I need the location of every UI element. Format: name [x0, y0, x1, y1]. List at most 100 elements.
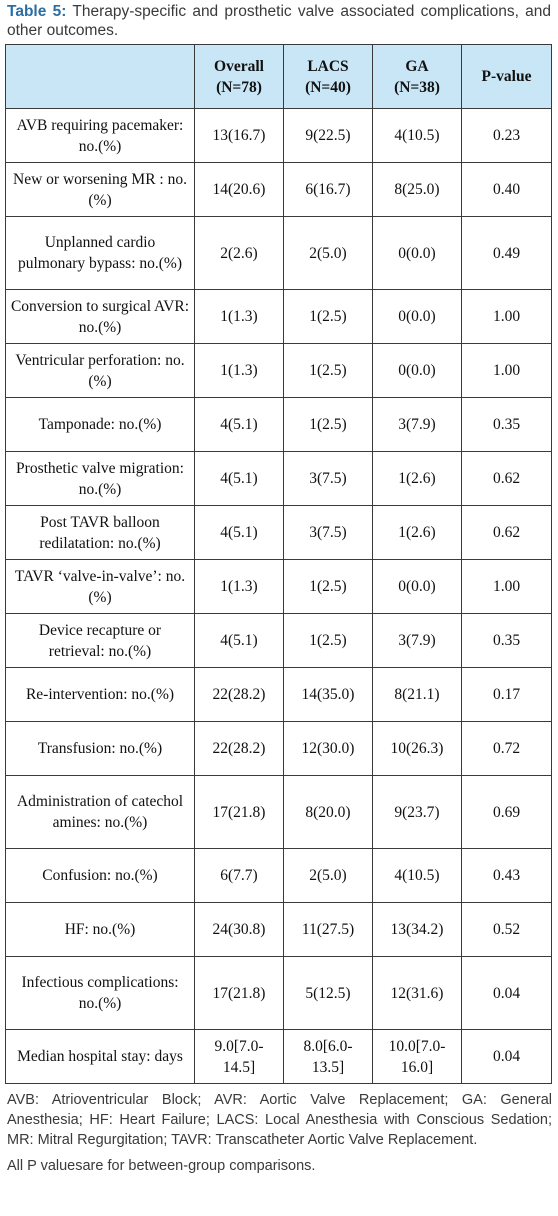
overall-cell: 17(21.8)	[194, 775, 284, 849]
header-cell-pvalue: P-value	[461, 44, 552, 109]
row-label-cell: Post TAVR balloon redilatation: no.(%)	[5, 505, 195, 560]
table-row: Confusion: no.(%) 6(7.7) 2(5.0) 4(10.5) 0.43	[5, 848, 552, 903]
table-row: Transfusion: no.(%) 22(28.2) 12(30.0) 10(26…	[5, 721, 552, 776]
table-body: AVB requiring pacemaker: no.(%) 13(16.7) 9…	[5, 108, 552, 1084]
pvalue-cell: 0.62	[461, 451, 552, 506]
lacs-cell: 1(2.5)	[283, 289, 373, 344]
header-overall-name: Overall	[214, 57, 264, 75]
pvalue-cell: 0.40	[461, 162, 552, 217]
header-lacs-n: (N=40)	[305, 78, 351, 96]
overall-cell: 22(28.2)	[194, 667, 284, 722]
lacs-cell: 1(2.5)	[283, 343, 373, 398]
pvalue-footnote: All P valuesare for between-group compar…	[7, 1158, 316, 1174]
pvalue-cell: 1.00	[461, 289, 552, 344]
ga-cell: 4(10.5)	[372, 108, 462, 163]
overall-cell: 4(5.1)	[194, 397, 284, 452]
ga-cell: 8(21.1)	[372, 667, 462, 722]
row-label-cell: New or worsening MR : no.(%)	[5, 162, 195, 217]
pvalue-cell: 0.69	[461, 775, 552, 849]
table-row: Median hospital stay: days 9.0[7.0-14.5] 8…	[5, 1029, 552, 1084]
ga-cell: 10(26.3)	[372, 721, 462, 776]
ga-cell: 1(2.6)	[372, 505, 462, 560]
ga-cell: 3(7.9)	[372, 397, 462, 452]
overall-cell: 24(30.8)	[194, 902, 284, 957]
row-label-cell: Conversion to surgical AVR: no.(%)	[5, 289, 195, 344]
overall-cell: 1(1.3)	[194, 343, 284, 398]
table-row: Infectious complications: no.(%) 17(21.8)…	[5, 956, 552, 1030]
pvalue-cell: 0.72	[461, 721, 552, 776]
row-label-cell: TAVR ‘valve-in-valve’: no.(%)	[5, 559, 195, 614]
table-caption: Table 5: Therapy-specific and prosthetic…	[7, 2, 551, 40]
lacs-cell: 11(27.5)	[283, 902, 373, 957]
table-row: Unplanned cardio pulmonary bypass: no.(%…	[5, 216, 552, 290]
overall-cell: 2(2.6)	[194, 216, 284, 290]
lacs-cell: 3(7.5)	[283, 451, 373, 506]
table-row: AVB requiring pacemaker: no.(%) 13(16.7) 9…	[5, 108, 552, 163]
overall-cell: 14(20.6)	[194, 162, 284, 217]
lacs-cell: 8(20.0)	[283, 775, 373, 849]
abbreviations-footnote: AVB: Atrioventricular Block; AVR: Aortic…	[7, 1092, 552, 1148]
ga-cell: 3(7.9)	[372, 613, 462, 668]
header-overall-n: (N=78)	[216, 78, 262, 96]
overall-cell: 4(5.1)	[194, 505, 284, 560]
row-label-cell: HF: no.(%)	[5, 902, 195, 957]
header-row: Overall (N=78) LACS (N=40) GA (N=38) P-v…	[5, 44, 552, 109]
lacs-cell: 8.0[6.0-13.5]	[283, 1029, 373, 1084]
lacs-cell: 2(5.0)	[283, 216, 373, 290]
ga-cell: 12(31.6)	[372, 956, 462, 1030]
ga-cell: 1(2.6)	[372, 451, 462, 506]
table-row: Post TAVR balloon redilatation: no.(%) 4(…	[5, 505, 552, 560]
pvalue-cell: 0.04	[461, 956, 552, 1030]
header-pvalue-name: P-value	[481, 68, 532, 85]
row-label-cell: Prosthetic valve migration: no.(%)	[5, 451, 195, 506]
row-label-cell: Unplanned cardio pulmonary bypass: no.(%…	[5, 216, 195, 290]
outcomes-table: Overall (N=78) LACS (N=40) GA (N=38) P-v…	[5, 44, 552, 1084]
lacs-cell: 3(7.5)	[283, 505, 373, 560]
lacs-cell: 9(22.5)	[283, 108, 373, 163]
overall-cell: 1(1.3)	[194, 289, 284, 344]
pvalue-cell: 0.43	[461, 848, 552, 903]
lacs-cell: 6(16.7)	[283, 162, 373, 217]
lacs-cell: 1(2.5)	[283, 559, 373, 614]
lacs-cell: 1(2.5)	[283, 397, 373, 452]
table-row: Re-intervention: no.(%) 22(28.2) 14(35.0) 8…	[5, 667, 552, 722]
overall-cell: 9.0[7.0-14.5]	[194, 1029, 284, 1084]
overall-cell: 1(1.3)	[194, 559, 284, 614]
overall-cell: 4(5.1)	[194, 613, 284, 668]
ga-cell: 8(25.0)	[372, 162, 462, 217]
lacs-cell: 1(2.5)	[283, 613, 373, 668]
ga-cell: 0(0.0)	[372, 289, 462, 344]
lacs-cell: 2(5.0)	[283, 848, 373, 903]
row-label-cell: Administration of catechol amines: no.(%…	[5, 775, 195, 849]
table-row: Administration of catechol amines: no.(%…	[5, 775, 552, 849]
header-cell-empty	[5, 44, 195, 109]
table-row: Device recapture or retrieval: no.(%) 4(5…	[5, 613, 552, 668]
row-label-cell: Ventricular perforation: no.(%)	[5, 343, 195, 398]
pvalue-cell: 0.62	[461, 505, 552, 560]
row-label-cell: Infectious complications: no.(%)	[5, 956, 195, 1030]
ga-cell: 0(0.0)	[372, 559, 462, 614]
header-cell-overall: Overall (N=78)	[194, 44, 284, 109]
row-label-cell: Device recapture or retrieval: no.(%)	[5, 613, 195, 668]
header-lacs-name: LACS	[307, 57, 349, 75]
lacs-cell: 14(35.0)	[283, 667, 373, 722]
table-row: Tamponade: no.(%) 4(5.1) 1(2.5) 3(7.9) 0.35	[5, 397, 552, 452]
header-cell-lacs: LACS (N=40)	[283, 44, 373, 109]
pvalue-cell: 1.00	[461, 343, 552, 398]
overall-cell: 6(7.7)	[194, 848, 284, 903]
pvalue-cell: 0.23	[461, 108, 552, 163]
table-row: Prosthetic valve migration: no.(%) 4(5.1)…	[5, 451, 552, 506]
ga-cell: 13(34.2)	[372, 902, 462, 957]
lacs-cell: 12(30.0)	[283, 721, 373, 776]
table-row: Ventricular perforation: no.(%) 1(1.3) 1(2…	[5, 343, 552, 398]
pvalue-cell: 0.04	[461, 1029, 552, 1084]
row-label-cell: Tamponade: no.(%)	[5, 397, 195, 452]
pvalue-cell: 0.35	[461, 613, 552, 668]
table-row: New or worsening MR : no.(%) 14(20.6) 6(16…	[5, 162, 552, 217]
ga-cell: 10.0[7.0-16.0]	[372, 1029, 462, 1084]
row-label-cell: Confusion: no.(%)	[5, 848, 195, 903]
table-title: Therapy-specific and prosthetic valve as…	[7, 3, 552, 39]
overall-cell: 22(28.2)	[194, 721, 284, 776]
ga-cell: 0(0.0)	[372, 343, 462, 398]
header-cell-ga: GA (N=38)	[372, 44, 462, 109]
